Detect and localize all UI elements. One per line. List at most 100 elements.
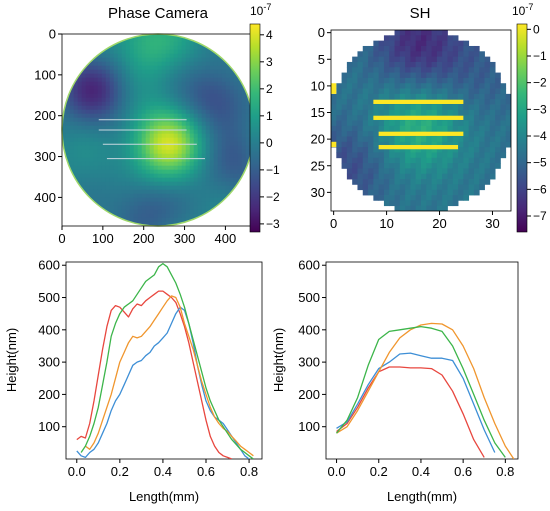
- sh-cell: [341, 109, 348, 116]
- phase-camera-cell: [165, 133, 171, 139]
- phase-camera-cell: [69, 77, 75, 83]
- phase-camera-cell: [221, 113, 227, 119]
- phase-camera-cell: [213, 177, 219, 183]
- sh-cell: [426, 179, 432, 185]
- phase-camera-cell: [133, 49, 139, 55]
- phase-camera-cell: [217, 141, 223, 147]
- phase-camera-cell: [177, 45, 183, 51]
- phase-camera-cell: [217, 109, 223, 115]
- sh-cell: [378, 51, 385, 58]
- phase-camera-cell: [233, 141, 239, 147]
- phase-camera-cell: [229, 73, 235, 79]
- phase-camera-cell: [169, 53, 175, 59]
- sh-cell: [458, 88, 464, 95]
- phase-camera-cell: [133, 201, 139, 207]
- phase-camera-cell: [245, 69, 251, 75]
- phase-camera-cell: [169, 165, 175, 171]
- sh-cell: [383, 40, 390, 47]
- phase-camera-cell: [173, 177, 179, 183]
- sh-highlight-stripe: [373, 99, 464, 104]
- sh-cell: [473, 168, 480, 175]
- phase-camera-cell: [85, 129, 91, 135]
- phase-camera-cell: [205, 65, 211, 71]
- sh-cell: [394, 200, 401, 207]
- phase-camera-y-tick-label: 100: [34, 67, 56, 82]
- phase-camera-cell: [97, 89, 103, 95]
- phase-camera-cell: [161, 177, 167, 183]
- phase-camera-cell: [189, 101, 195, 107]
- sh-cell: [346, 109, 353, 116]
- phase-camera-cell: [201, 197, 207, 203]
- phase-camera-cell: [245, 201, 251, 207]
- sh-cell: [421, 147, 427, 153]
- phase-camera-cell: [245, 81, 251, 87]
- sh-cell: [394, 83, 401, 89]
- phase-camera-cell: [245, 53, 251, 59]
- phase-camera-cell: [189, 73, 195, 79]
- phase-camera-cell: [229, 45, 235, 51]
- sh-cell: [431, 77, 438, 84]
- phase-camera-cell: [89, 77, 95, 83]
- sh-cell: [383, 45, 390, 52]
- phase-camera-cell: [77, 65, 83, 71]
- phase-camera-cell: [93, 57, 99, 63]
- sh-cell: [405, 189, 411, 196]
- phase-camera-cell: [173, 185, 179, 191]
- phase-camera-cell: [237, 57, 243, 63]
- phase-camera-cell: [201, 89, 207, 95]
- phase-camera-cell: [221, 81, 227, 87]
- phase-camera-cell: [137, 85, 143, 91]
- phase-camera-cell: [121, 61, 127, 67]
- phase-camera-cell: [197, 205, 203, 211]
- phase-camera-cell: [89, 41, 95, 47]
- phase-camera-cell: [89, 205, 95, 211]
- sh-cell: [442, 125, 448, 132]
- phase-camera-cell: [117, 209, 123, 215]
- sh-cell: [394, 173, 401, 180]
- sh-cell: [373, 136, 380, 143]
- phase-camera-cell: [153, 205, 159, 211]
- phase-camera-cell: [129, 177, 135, 183]
- phase-camera-cell: [213, 101, 219, 107]
- phase-camera-cell: [65, 205, 71, 211]
- sh-colorbar-tick-label: −5: [533, 156, 547, 170]
- phase-camera-cell: [85, 125, 91, 131]
- phase-camera-cell: [217, 117, 223, 123]
- sh-cell: [373, 61, 380, 68]
- phase-camera-cell: [205, 173, 211, 179]
- phase-camera-cell: [69, 213, 75, 219]
- sh-cell: [484, 173, 491, 180]
- sh-cell: [495, 77, 501, 84]
- phase-camera-cell: [201, 53, 207, 59]
- sh-cell: [405, 88, 411, 95]
- phase-camera-cell: [97, 121, 103, 127]
- phase-camera-cell: [181, 197, 187, 203]
- phase-camera-cell: [117, 61, 123, 67]
- sh-cell: [468, 120, 475, 127]
- sh-cell: [463, 163, 470, 169]
- phase-camera-cell: [233, 201, 239, 207]
- phase-camera-cell: [241, 161, 247, 167]
- phase-camera-cell: [85, 69, 91, 75]
- sh-cell: [357, 173, 364, 180]
- phase-camera-cell: [97, 185, 103, 191]
- sh-cell: [352, 83, 358, 89]
- sh-cell: [500, 115, 507, 121]
- phase-camera-cell: [133, 69, 139, 75]
- phase-camera-cell: [117, 133, 123, 139]
- sh-cell: [436, 136, 443, 143]
- sh-cell: [352, 93, 358, 100]
- phase-camera-cell: [197, 105, 203, 111]
- phase-camera-cell: [201, 57, 207, 63]
- phase-camera-cell: [93, 205, 99, 211]
- phase-camera-cell: [201, 45, 207, 51]
- sh-cell: [442, 152, 448, 159]
- phase-camera-cell: [181, 45, 187, 51]
- phase-camera-cell: [177, 113, 183, 119]
- phase-camera-cell: [205, 97, 211, 103]
- phase-camera-cell: [237, 137, 243, 143]
- sh-cell: [442, 30, 448, 36]
- phase-camera-cell: [97, 149, 103, 155]
